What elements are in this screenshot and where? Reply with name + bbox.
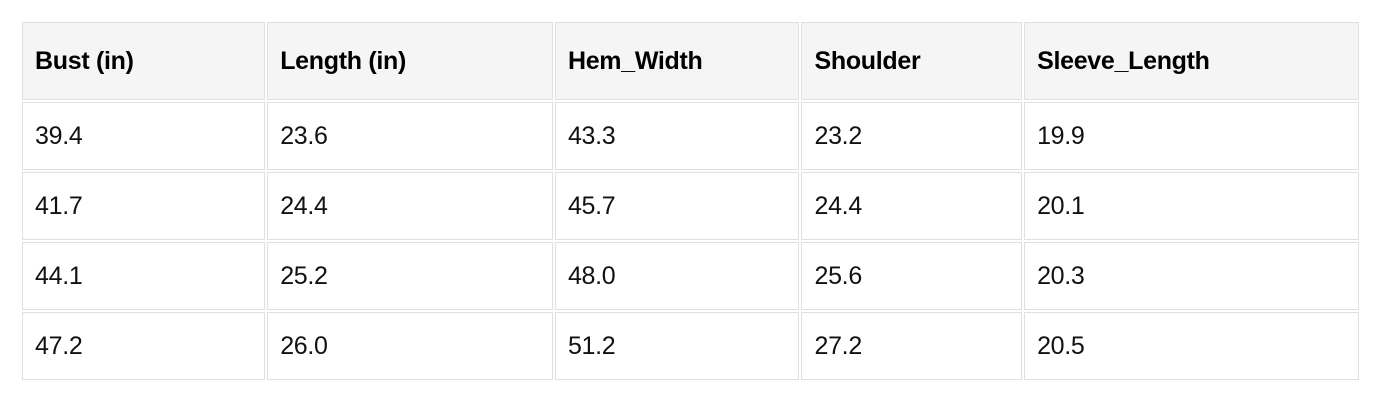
table-row: 41.7 24.4 45.7 24.4 20.1	[22, 172, 1359, 240]
table-row: 47.2 26.0 51.2 27.2 20.5	[22, 312, 1359, 380]
column-header-hem-width: Hem_Width	[554, 22, 800, 100]
table-cell: 27.2	[801, 312, 1023, 380]
table-row: 44.1 25.2 48.0 25.6 20.3	[22, 242, 1359, 310]
table-row: 39.4 23.6 43.3 23.2 19.9	[22, 102, 1359, 170]
table-cell: 20.3	[1024, 242, 1359, 310]
table-cell: 39.4	[22, 102, 266, 170]
table-cell: 25.2	[267, 242, 553, 310]
table-cell: 25.6	[801, 242, 1023, 310]
table-cell: 47.2	[22, 312, 266, 380]
table-cell: 51.2	[554, 312, 800, 380]
column-header-length-in: Length (in)	[267, 22, 553, 100]
column-header-bust-in: Bust (in)	[22, 22, 266, 100]
table-cell: 23.6	[267, 102, 553, 170]
table-cell: 26.0	[267, 312, 553, 380]
header-row: Bust (in) Length (in) Hem_Width Shoulder…	[22, 22, 1359, 100]
table-cell: 19.9	[1024, 102, 1359, 170]
column-header-shoulder: Shoulder	[801, 22, 1023, 100]
table-cell: 48.0	[554, 242, 800, 310]
table-cell: 44.1	[22, 242, 266, 310]
size-chart-table: Bust (in) Length (in) Hem_Width Shoulder…	[20, 20, 1361, 382]
table-cell: 24.4	[801, 172, 1023, 240]
table-cell: 43.3	[554, 102, 800, 170]
table-cell: 23.2	[801, 102, 1023, 170]
table-cell: 20.1	[1024, 172, 1359, 240]
table-cell: 45.7	[554, 172, 800, 240]
table-cell: 41.7	[22, 172, 266, 240]
table-cell: 24.4	[267, 172, 553, 240]
table-cell: 20.5	[1024, 312, 1359, 380]
column-header-sleeve-length: Sleeve_Length	[1024, 22, 1359, 100]
